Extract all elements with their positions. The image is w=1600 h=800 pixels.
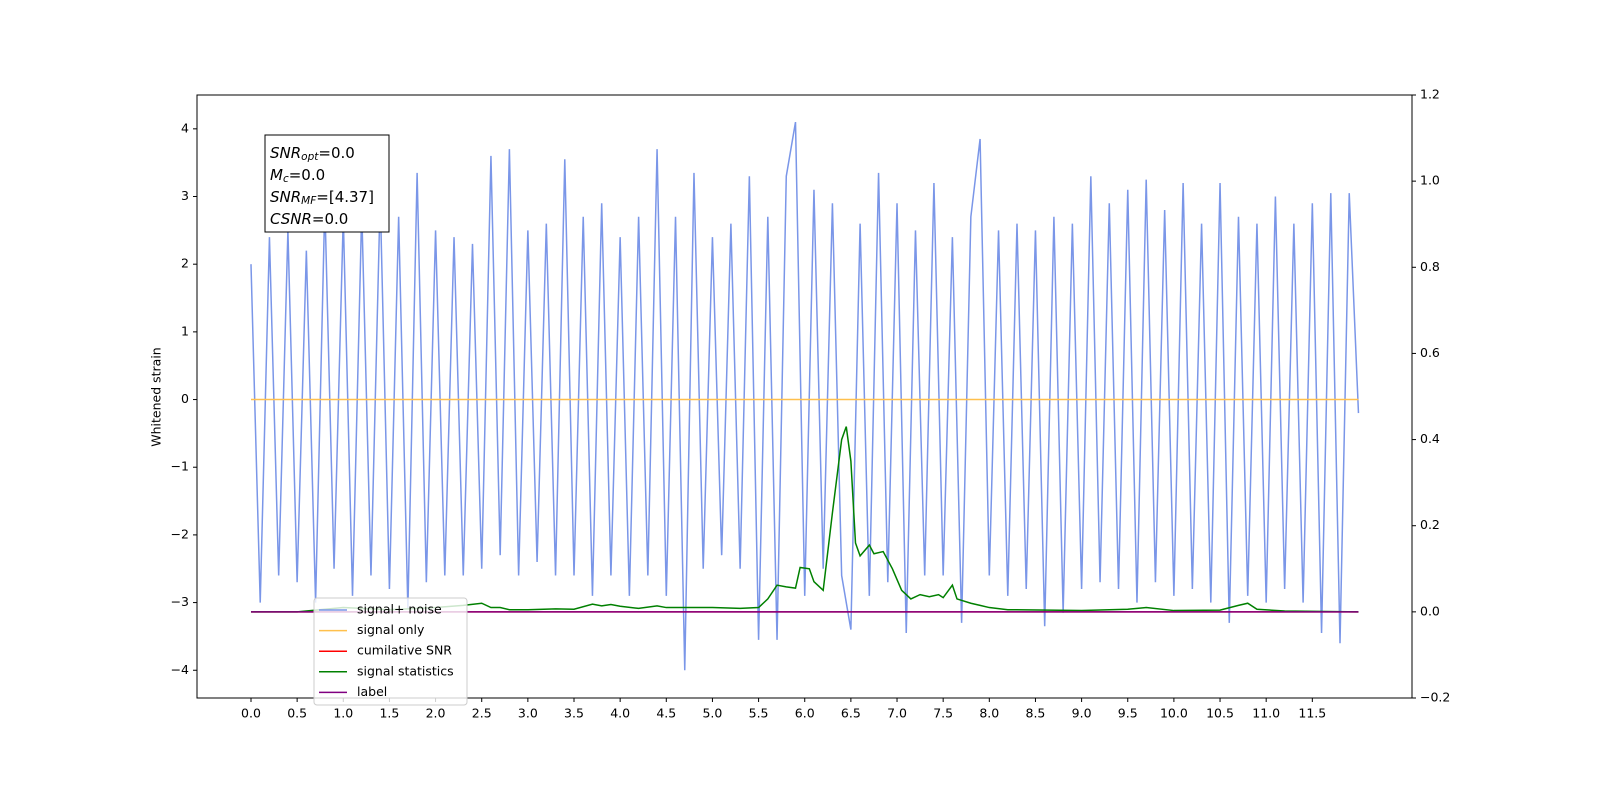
x-tick-label: 7.0 [887,706,907,721]
annotation-text: =0.0 [318,144,354,162]
legend-label: signal+ noise [357,602,442,617]
annotation-sub: opt [301,151,319,163]
annotation: Mc=0.0 [270,166,325,186]
y-tick-label: −1 [171,459,189,474]
y-tick-label: 0 [181,391,189,406]
annotation-base: SNR [270,188,301,206]
x-tick-label: 0.0 [241,706,261,721]
x-tick-label: 10.5 [1206,706,1234,721]
x-tick-label: 11.5 [1298,706,1326,721]
x-tick-label: 5.0 [702,706,722,721]
annotation-base: SNR [270,144,301,162]
x-tick-label: 2.5 [472,706,492,721]
annotation: SNRopt=0.0 [270,144,355,164]
annotation-base: M [270,166,283,184]
y-tick-label: 2 [181,256,189,271]
annotation-box [264,134,390,233]
y2-tick-label: 0.4 [1420,431,1440,446]
y-tick-label: 1 [181,323,189,338]
legend-label: signal statistics [357,663,454,678]
annotation-text: =[4.37] [316,188,374,206]
x-tick-label: 4.5 [656,706,676,721]
x-tick-label: 7.5 [933,706,953,721]
annotation-base: CSNR [270,210,312,228]
series-line [250,426,1359,613]
x-tick-label: 0.5 [287,706,307,721]
y2-tick-label: −0.2 [1420,690,1450,705]
y2-tick-label: 1.0 [1420,173,1440,188]
annotation: SNRMF=[4.37] [270,188,374,208]
x-tick-label: 5.5 [749,706,769,721]
x-tick-label: 6.5 [841,706,861,721]
series-line [250,121,1360,671]
x-tick-label: 6.0 [795,706,815,721]
legend-label: label [357,684,387,699]
y2-tick-label: 0.0 [1420,603,1440,618]
annotation: CSNR=0.0 [270,210,348,228]
x-tick-label: 9.0 [1072,706,1092,721]
annotation-text: =0.0 [289,166,325,184]
y-tick-label: −3 [171,594,189,609]
y-tick-label: 3 [181,188,189,203]
x-tick-label: 3.0 [518,706,538,721]
x-tick-label: 9.5 [1118,706,1138,721]
x-tick-label: 8.5 [1026,706,1046,721]
x-tick-label: 2.0 [426,706,446,721]
x-tick-label: 4.0 [610,706,630,721]
y2-tick-label: 0.8 [1420,259,1440,274]
y2-tick-label: 1.2 [1420,87,1440,102]
y-tick-label: −4 [171,662,189,677]
annotation-sub: c [283,173,289,185]
x-tick-label: 1.0 [333,706,353,721]
legend-label: cumilative SNR [357,643,452,658]
x-tick-label: 11.0 [1252,706,1280,721]
x-tick-label: 10.0 [1160,706,1188,721]
legend-box [313,597,468,706]
y-axis-label: Whitened strain [149,347,164,446]
y-tick-label: 4 [181,120,189,135]
y2-tick-label: 0.6 [1420,345,1440,360]
x-tick-label: 3.5 [564,706,584,721]
x-tick-label: 1.5 [379,706,399,721]
y-tick-label: −2 [171,526,189,541]
x-tick-label: 8.0 [979,706,999,721]
annotation-text: =0.0 [312,210,348,228]
legend-label: signal only [357,622,425,637]
annotation-sub: MF [301,195,317,207]
y2-tick-label: 0.2 [1420,517,1440,532]
